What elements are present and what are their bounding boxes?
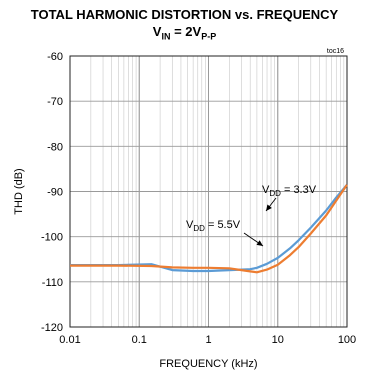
x-tick-label: 100 (338, 334, 356, 346)
chart-title: TOTAL HARMONIC DISTORTION vs. FREQUENCY (30, 7, 339, 22)
subtitle-sub-in: IN (161, 31, 171, 42)
x-tick-label: 0.1 (132, 334, 147, 346)
subtitle-v: V (152, 24, 162, 39)
x-tick-label: 1 (205, 334, 211, 346)
x-tick-label: 10 (272, 334, 284, 346)
y-tick-label: -60 (47, 51, 63, 63)
x-tick-label: 0.01 (59, 334, 80, 346)
series-arrowhead-0 (266, 204, 272, 211)
subtitle-eq: = 2V (170, 24, 202, 39)
series-label-1: VDD = 5.5V (186, 219, 241, 233)
y-tick-label: -80 (47, 141, 63, 153)
y-axis-label: THD (dB) (13, 168, 25, 214)
plot-frame (69, 55, 348, 328)
y-tick-label: -110 (42, 277, 63, 289)
y-tick-label: -90 (47, 187, 63, 199)
y-tick-label: -70 (47, 96, 63, 108)
subtitle-sub-pp: P-P (201, 31, 217, 42)
series-line-1 (70, 184, 348, 274)
series-arrowhead-1 (256, 240, 263, 246)
corner-label: toc16 (327, 48, 344, 55)
x-axis-label: FREQUENCY (kHz) (159, 358, 257, 370)
series-line-0 (70, 183, 348, 273)
series-label-0: VDD = 3.3V (262, 184, 317, 198)
y-tick-label: -120 (41, 322, 63, 334)
y-tick-label: -100 (41, 232, 63, 244)
chart-subtitle: VIN = 2VP-P (0, 24, 369, 42)
